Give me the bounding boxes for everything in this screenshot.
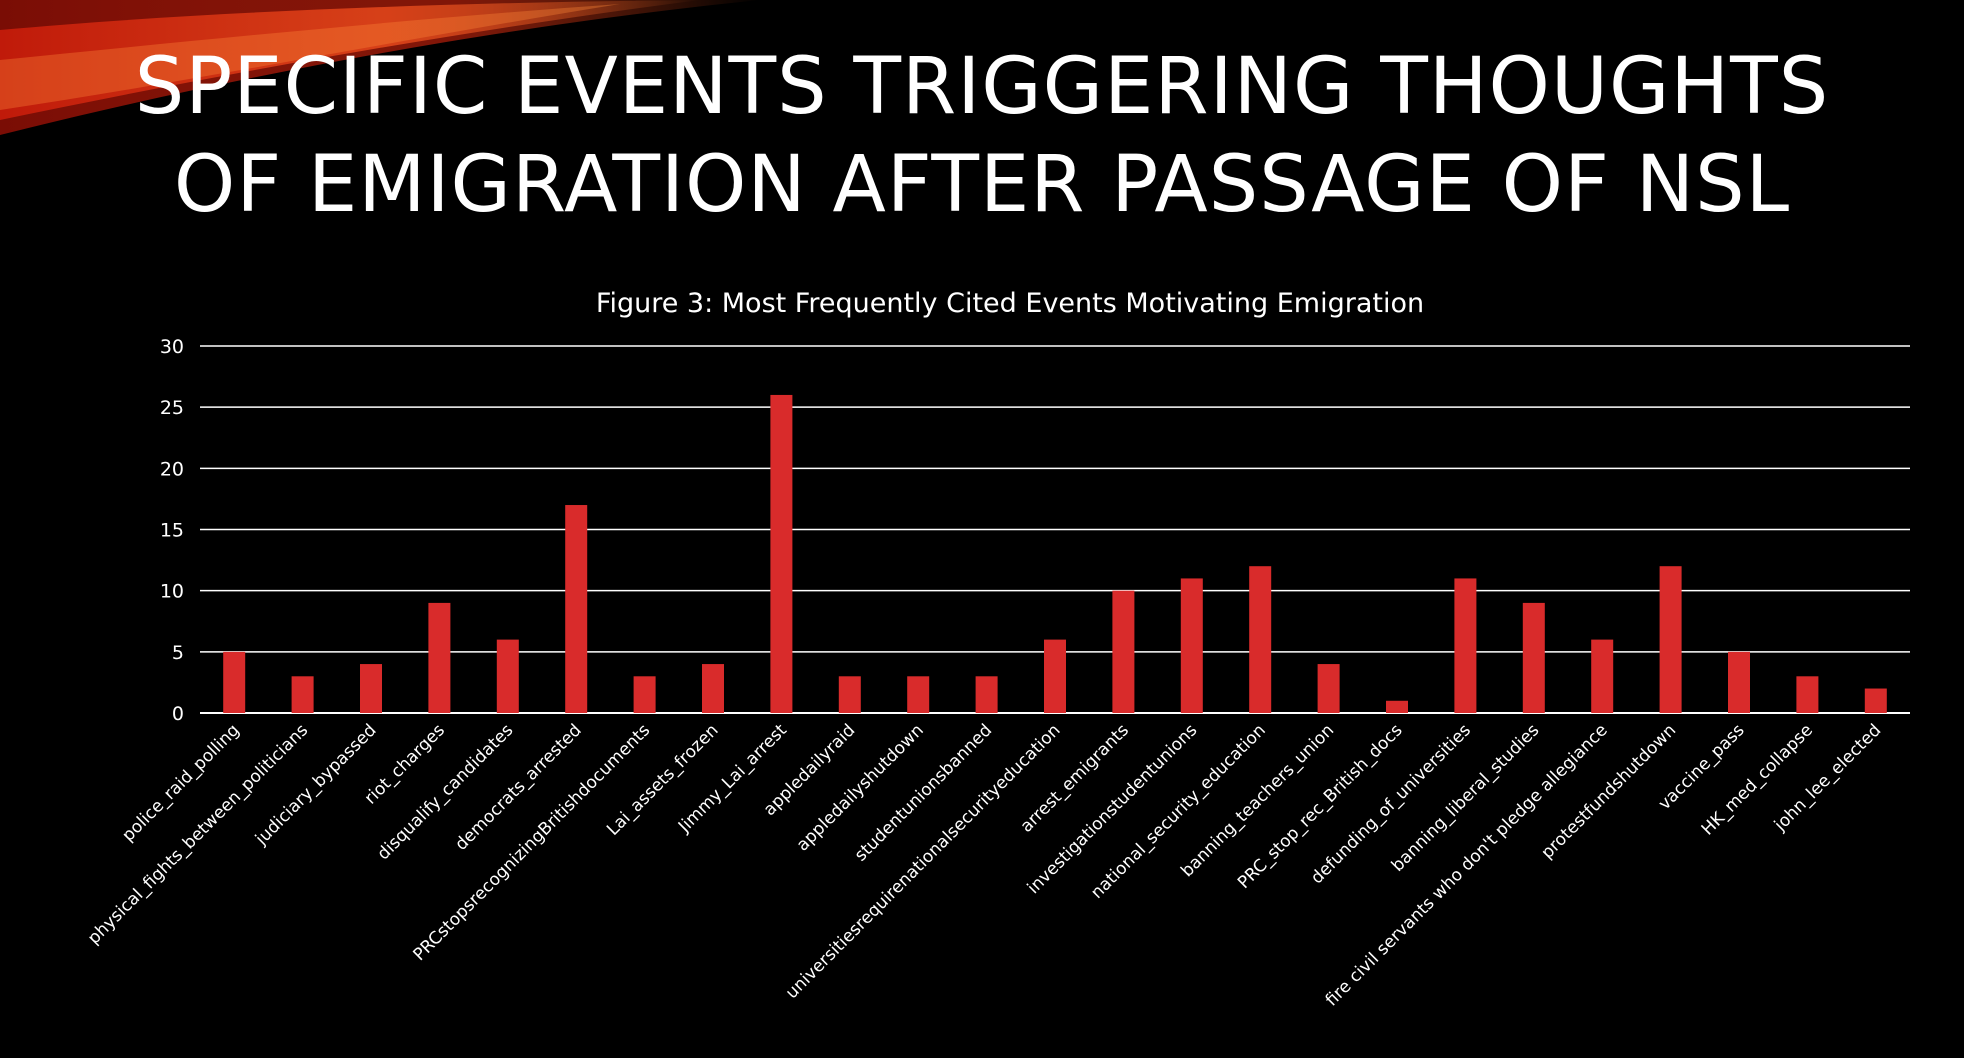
bar xyxy=(1317,664,1340,713)
bar xyxy=(1796,676,1819,713)
bar xyxy=(360,664,382,713)
bar xyxy=(907,676,930,713)
chart-title: Figure 3: Most Frequently Cited Events M… xyxy=(596,288,1424,319)
y-tick-label: 15 xyxy=(160,520,184,542)
y-tick-label: 30 xyxy=(160,336,184,358)
bar xyxy=(1112,590,1135,713)
bar xyxy=(633,676,656,713)
bar xyxy=(1180,578,1203,713)
bar xyxy=(1249,566,1272,713)
bar xyxy=(1454,578,1477,713)
bar xyxy=(291,676,314,713)
y-tick-label: 5 xyxy=(172,642,184,664)
bar xyxy=(838,676,861,713)
bar xyxy=(565,505,588,713)
bar xyxy=(770,394,793,713)
slide-title-line-2: OF EMIGRATION AFTER PASSAGE OF NSL xyxy=(173,140,1791,230)
x-tick-label: judiciary_bypassed xyxy=(251,720,380,849)
bar xyxy=(702,664,724,713)
bars xyxy=(223,394,1887,713)
x-tick-label: appledailyshutdown xyxy=(793,720,928,855)
slide-title: SPECIFIC EVENTS TRIGGERING THOUGHTS OF E… xyxy=(0,38,1964,234)
bar xyxy=(1522,602,1545,713)
x-axis-tick-labels: police_raid_pollingphysical_fights_betwe… xyxy=(84,720,1885,1010)
y-tick-label: 25 xyxy=(160,397,184,419)
decorative-swoosh xyxy=(0,0,760,135)
y-axis-tick-labels: 0 5 10 15 20 25 30 xyxy=(160,336,184,725)
bar xyxy=(1386,700,1408,713)
y-tick-label: 20 xyxy=(160,458,184,480)
y-tick-label: 0 xyxy=(172,703,184,725)
bar xyxy=(1659,566,1682,713)
bar xyxy=(496,639,519,713)
x-tick-label: democrats_arrested xyxy=(451,720,585,854)
bar xyxy=(1864,688,1887,713)
x-tick-label: protestfundshutdown xyxy=(1537,720,1680,863)
bar xyxy=(1728,651,1750,713)
bar xyxy=(428,602,451,713)
slide-title-line-1: SPECIFIC EVENTS TRIGGERING THOUGHTS xyxy=(134,42,1830,132)
gridlines xyxy=(200,345,1910,714)
x-tick-label: police_raid_polling xyxy=(118,720,243,845)
x-tick-label: studentunionsbanned xyxy=(851,720,996,865)
bar xyxy=(1591,639,1614,713)
x-tick-label: disqualify_candidates xyxy=(374,720,518,864)
bar xyxy=(223,651,246,713)
bar xyxy=(975,676,998,713)
y-tick-label: 10 xyxy=(160,581,184,603)
bar xyxy=(1044,639,1066,713)
x-tick-label: PRCstopsrecognizingBritishdocuments xyxy=(409,720,654,965)
